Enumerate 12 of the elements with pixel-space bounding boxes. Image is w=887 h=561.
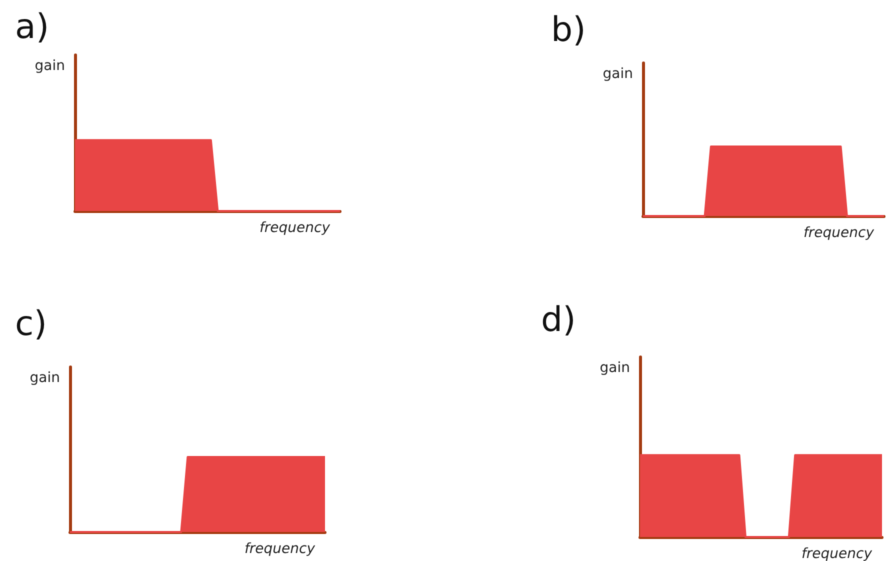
chart-title: d) (541, 300, 576, 340)
x-axis-title: frequency (244, 541, 316, 557)
chart-title: c) (15, 304, 47, 344)
x-axis-title: frequency (259, 220, 331, 236)
y-axis-title: gain (30, 370, 60, 386)
x-axis-title: frequency (801, 546, 873, 561)
y-axis-title: gain (602, 66, 633, 82)
y-axis-title: gain (600, 360, 630, 376)
x-axis-title: frequency (803, 225, 875, 241)
chart-title: b) (551, 10, 586, 50)
y-axis-title: gain (34, 58, 65, 74)
chart-title: a) (15, 7, 50, 47)
